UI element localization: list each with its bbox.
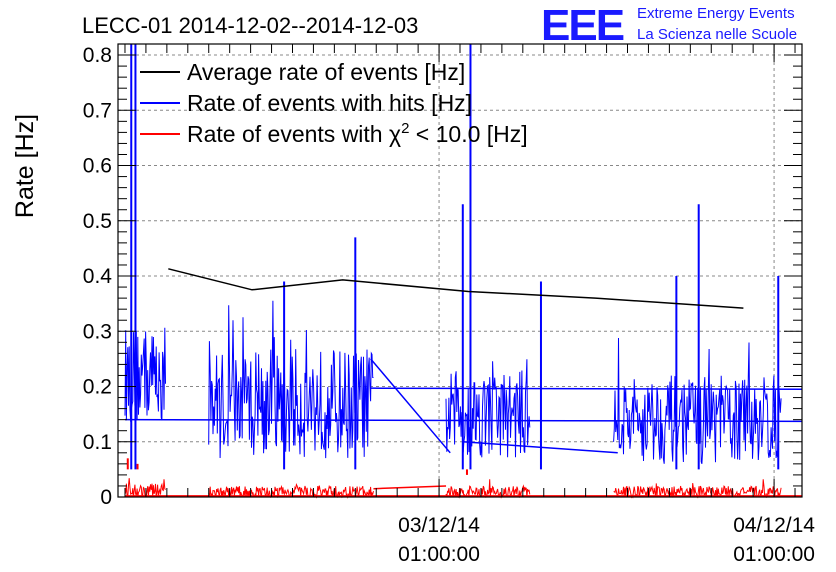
noisy-segment [445, 479, 531, 499]
noisy-segment [208, 483, 374, 499]
legend-chi2-suffix: < 10.0 [Hz] [409, 121, 527, 147]
y-tick-label: 0 [100, 486, 112, 509]
eee-logo: EEE Extreme Energy Events La Scienza nel… [541, 1, 797, 50]
y-tick-label: 0.3 [83, 320, 112, 343]
connector-line [370, 358, 451, 454]
y-tick-label: 0.5 [83, 210, 112, 233]
y-axis-label: Rate [Hz] [11, 114, 39, 218]
legend-chi2-symbol: χ [389, 121, 401, 147]
logo-line-1: Extreme Energy Events [637, 5, 795, 22]
legend: Average rate of events [Hz] Rate of even… [140, 59, 528, 147]
noisy-segment [445, 359, 531, 458]
legend-chi2-prefix: Rate of events with [187, 121, 389, 147]
legend-label-hits: Rate of events with hits [Hz] [187, 90, 472, 116]
y-tick-label: 0.1 [83, 431, 112, 454]
chart-title: LECC-01 2014-12-02--2014-12-03 [82, 13, 418, 38]
logo-line-2: La Scienza nelle Scuole [637, 26, 797, 43]
y-tick-label: 0.7 [83, 99, 112, 122]
connector-line [370, 387, 803, 391]
legend-label-average: Average rate of events [Hz] [187, 59, 465, 85]
y-tick-label: 0.6 [83, 155, 112, 178]
noisy-segment [613, 479, 782, 499]
eee-logo-mark: EEE [541, 1, 624, 50]
series-1 [124, 44, 803, 470]
axes [117, 43, 803, 498]
noisy-segment [613, 337, 782, 464]
tick-labels: 0 0.1 0.2 0.3 0.4 0.5 0.6 0.7 0.8 03/12/14 01:00:0… [83, 44, 815, 566]
y-tick-label: 0.8 [83, 44, 112, 67]
series-layer [124, 44, 803, 499]
legend-label-chi2: Rate of events with χ2 < 10.0 [Hz] [187, 120, 528, 147]
legend-chi2-exponent: 2 [401, 120, 409, 137]
x-tick-time: 01:00:00 [733, 543, 815, 566]
noisy-segment [208, 300, 374, 459]
x-tick-date: 03/12/14 [398, 514, 480, 537]
y-tick-label: 0.2 [83, 376, 112, 399]
noisy-segment [124, 478, 166, 498]
connector-line [373, 485, 447, 490]
plot-frame [117, 43, 803, 498]
x-tick-time: 01:00:00 [398, 543, 480, 566]
series-0 [168, 268, 744, 309]
x-tick-date: 04/12/14 [733, 514, 815, 537]
average-rate-line [168, 268, 744, 309]
y-tick-label: 0.4 [83, 265, 113, 288]
